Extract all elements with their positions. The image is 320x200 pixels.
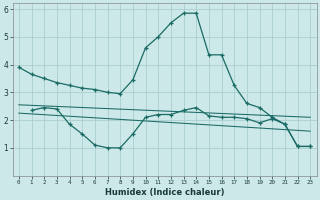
X-axis label: Humidex (Indice chaleur): Humidex (Indice chaleur) xyxy=(105,188,224,197)
